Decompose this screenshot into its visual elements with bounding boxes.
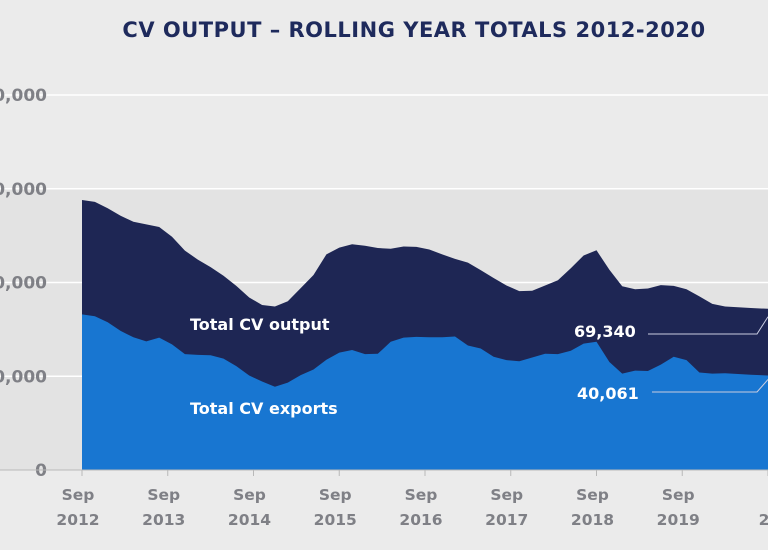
leader-line-output	[648, 316, 768, 335]
x-tick-label-year: 2014	[228, 511, 271, 529]
x-tick-label-year: 2017	[485, 511, 528, 529]
x-tick-label-year: 2016	[399, 511, 442, 529]
annotation-output-value: 69,340	[574, 322, 636, 341]
x-tick-label-year: 2015	[314, 511, 357, 529]
chart-title: CV OUTPUT – ROLLING YEAR TOTALS 2012-202…	[122, 18, 706, 42]
leader-line-exports	[652, 379, 768, 393]
y-tick-label: 0	[35, 461, 47, 481]
x-tick-label-year: 2018	[571, 511, 614, 529]
x-tick-label-year: 2013	[142, 511, 185, 529]
x-tick-label-month: Sep	[405, 486, 438, 504]
annotation-leaders	[648, 316, 768, 393]
y-tick-label: 0,000	[0, 180, 47, 200]
series-area-exports	[82, 314, 768, 470]
annotation-exports-value: 40,061	[577, 384, 639, 403]
y-tick-label: 0,000	[0, 367, 47, 387]
y-tick-label: 0,000	[0, 86, 47, 106]
x-tick-label-month: Sep	[662, 486, 695, 504]
series-label-output: Total CV output	[190, 315, 330, 334]
x-axis-tick-marks	[81, 470, 768, 476]
x-axis-labels: Sep 2012 Sep 2013 Sep 2014 Sep 2015 Sep 2016 Sep 20…	[56, 486, 768, 529]
x-tick-label-year: 2	[759, 511, 768, 529]
x-tick-label-month: Sep	[147, 486, 180, 504]
x-tick-label-month: Sep	[233, 486, 266, 504]
x-tick-label-year: 2019	[657, 511, 700, 529]
x-tick-label-month: Sep	[490, 486, 523, 504]
x-tick-label-month: Sep	[62, 486, 95, 504]
x-tick-label-month: Sep	[319, 486, 352, 504]
y-axis-labels: 0 0,000 0,000 0,000 0,000	[0, 86, 47, 481]
x-tick-label-year: 2012	[56, 511, 99, 529]
series-areas	[82, 200, 768, 470]
series-label-exports: Total CV exports	[190, 399, 338, 418]
x-tick-label-month: Sep	[576, 486, 609, 504]
y-tick-label: 0,000	[0, 274, 47, 294]
